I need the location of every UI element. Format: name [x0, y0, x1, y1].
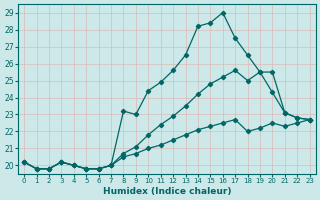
X-axis label: Humidex (Indice chaleur): Humidex (Indice chaleur): [103, 187, 231, 196]
